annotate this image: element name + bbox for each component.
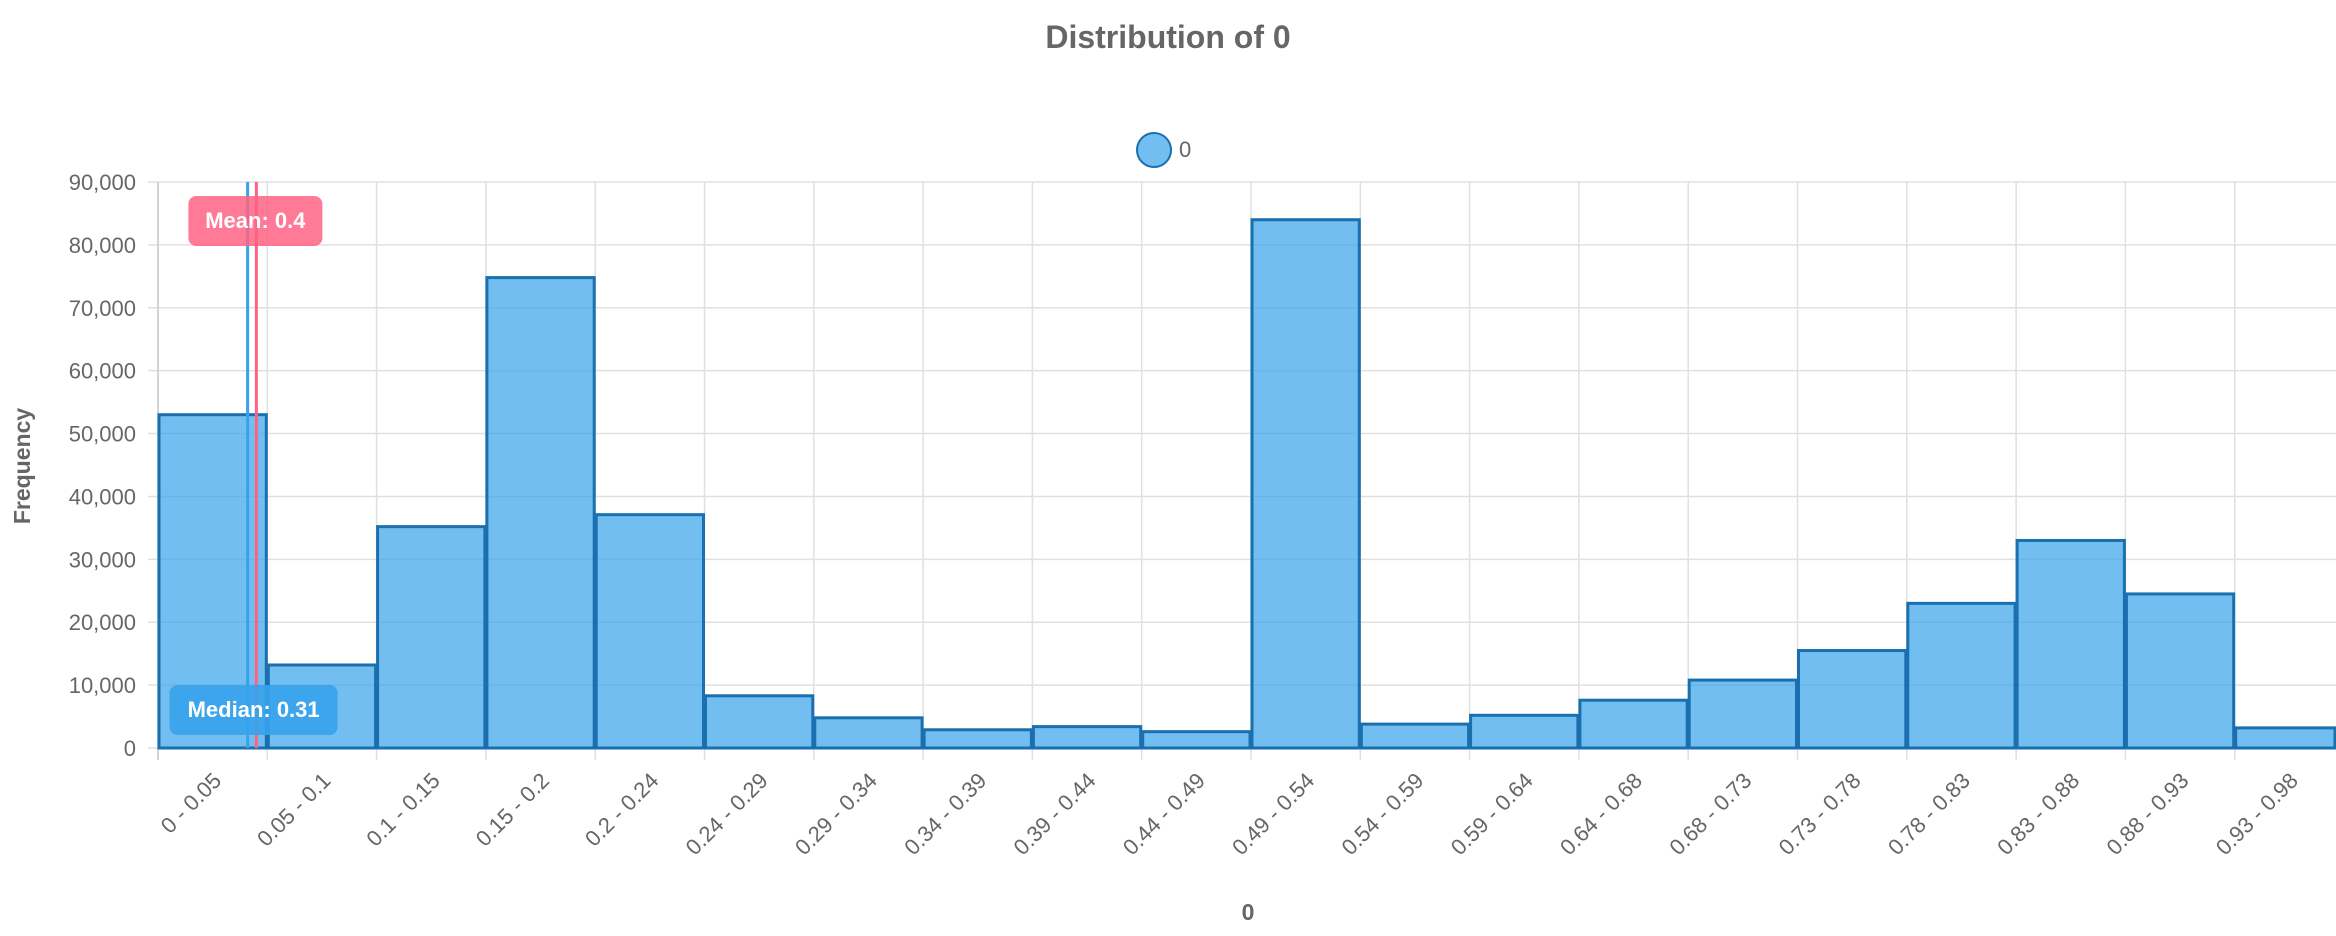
chart-title: Distribution of 0: [1045, 19, 1290, 55]
y-tick-label: 20,000: [69, 610, 136, 635]
x-tick-label: 0.88 - 0.93: [2102, 768, 2194, 860]
y-tick-label: 40,000: [69, 484, 136, 509]
y-tick-label: 60,000: [69, 359, 136, 384]
y-tick-label: 80,000: [69, 233, 136, 258]
x-tick-label: 0.49 - 0.54: [1227, 768, 1319, 860]
x-tick-label: 0.05 - 0.1: [252, 768, 335, 851]
y-tick-label: 30,000: [69, 547, 136, 572]
histogram-bar[interactable]: [594, 513, 706, 750]
x-tick-label: 0.29 - 0.34: [790, 768, 882, 860]
histogram-bar[interactable]: [1359, 722, 1471, 750]
x-axis-title: 0: [1242, 899, 1255, 925]
x-tick-label: 0.34 - 0.39: [899, 768, 991, 860]
histogram-bar[interactable]: [1906, 601, 2017, 750]
histogram-bar[interactable]: [2234, 726, 2336, 750]
y-tick-label: 70,000: [69, 296, 136, 321]
x-tick-label: 0.64 - 0.68: [1555, 768, 1647, 860]
histogram-bar[interactable]: [1797, 649, 1908, 750]
histogram-bar[interactable]: [1250, 218, 1361, 750]
legend-swatch: [1136, 132, 1172, 168]
bars: [157, 218, 2336, 750]
x-tick-label: 0.78 - 0.83: [1883, 768, 1975, 860]
x-tick-label: 0.39 - 0.44: [1009, 768, 1101, 860]
x-tick-label: 0.2 - 0.24: [580, 768, 663, 851]
mean-label-box: [188, 196, 323, 246]
histogram-bar[interactable]: [485, 276, 596, 750]
x-axis: 0 - 0.05 0.05 - 0.1 0.1 - 0.15 0.15 - 0.2 0.…: [156, 768, 2303, 860]
y-axis-title: Frequency: [9, 408, 35, 525]
x-tick-label: 0.68 - 0.73: [1664, 768, 1756, 860]
histogram-bar[interactable]: [1469, 713, 1580, 750]
y-tick-label: 90,000: [69, 170, 136, 195]
legend[interactable]: 0: [1136, 132, 1191, 168]
histogram-bar[interactable]: [1687, 678, 1798, 750]
histogram-bar[interactable]: [1141, 730, 1252, 750]
x-tick-label: 0.83 - 0.88: [1992, 768, 2084, 860]
mean-annotation: Mean: 0.4: [188, 196, 323, 246]
mean-label: Mean: 0.4: [205, 208, 306, 233]
histogram-bar[interactable]: [376, 525, 487, 750]
annotation-lines: [246, 182, 258, 748]
histogram-bar[interactable]: [1031, 725, 1143, 750]
histogram-bar[interactable]: [2124, 592, 2236, 750]
median-label: Median: 0.31: [188, 697, 320, 722]
annotation-labels: Mean: 0.4 Median: 0.31: [169, 196, 338, 735]
x-tick-label: 0.15 - 0.2: [471, 768, 554, 851]
median-annotation: Median: 0.31: [169, 685, 338, 735]
histogram-bar[interactable]: [813, 716, 924, 750]
histogram-bar[interactable]: [704, 694, 815, 750]
histogram-bar[interactable]: [1578, 698, 1689, 750]
y-tick-label: 0: [124, 736, 136, 761]
x-tick-label: 0.93 - 0.98: [2211, 768, 2303, 860]
x-tick-label: 0.59 - 0.64: [1446, 768, 1538, 860]
x-tick-label: 0.24 - 0.29: [681, 768, 773, 860]
y-tick-label: 50,000: [69, 422, 136, 447]
median-label-box: [169, 685, 338, 735]
legend-label: 0: [1179, 137, 1191, 162]
y-tick-label: 10,000: [69, 673, 136, 698]
y-axis: 0 10,000 20,000 30,000 40,000 50,000 60,000 70,…: [69, 170, 136, 761]
x-tick-label: 0.54 - 0.59: [1336, 768, 1428, 860]
x-tick-label: 0.73 - 0.78: [1774, 768, 1866, 860]
histogram-bar[interactable]: [2015, 538, 2126, 750]
x-tick-label: 0 - 0.05: [156, 768, 226, 838]
x-tick-label: 0.44 - 0.49: [1118, 768, 1210, 860]
histogram-bar[interactable]: [922, 728, 1033, 750]
x-tick-label: 0.1 - 0.15: [361, 768, 444, 851]
